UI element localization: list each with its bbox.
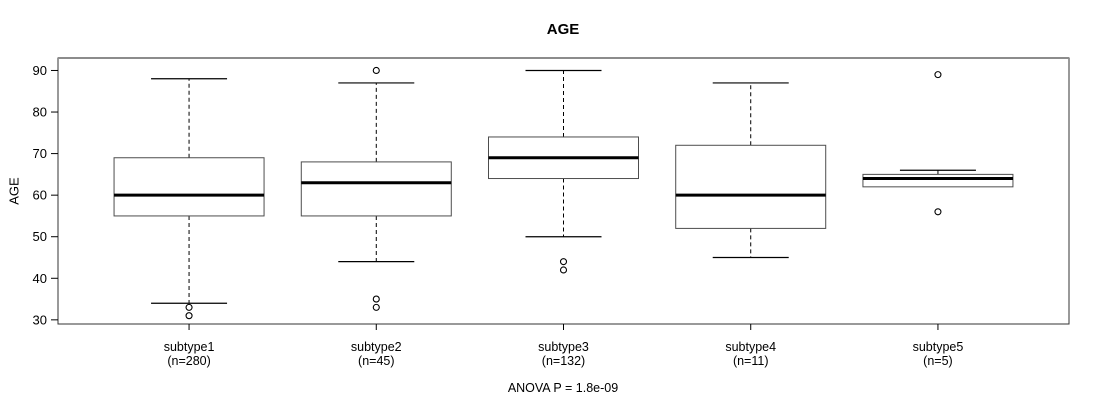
group-label: subtype5	[913, 340, 964, 354]
group-label: subtype1	[164, 340, 215, 354]
group-count-label: (n=11)	[733, 354, 769, 368]
iqr-box	[862, 173, 1014, 188]
outlier-point	[934, 71, 942, 79]
outlier-point	[185, 312, 193, 320]
group-label: subtype2	[351, 340, 402, 354]
anova-annotation: ANOVA P = 1.8e-09	[507, 381, 619, 395]
outlier-point	[934, 208, 942, 216]
y-tick-label: 40	[33, 271, 47, 286]
group-count-label: (n=132)	[542, 354, 585, 368]
outlier-point	[185, 303, 193, 311]
y-tick-label: 50	[33, 229, 47, 244]
outlier-point	[372, 66, 380, 75]
boxplot-subtype1: subtype1(n=280)	[113, 78, 265, 368]
group-label: subtype3	[538, 340, 589, 354]
boxplot-subtype3: subtype3(n=132)	[488, 69, 639, 368]
y-tick-label: 90	[33, 63, 47, 78]
outlier-point	[372, 303, 380, 311]
outlier-point	[559, 266, 568, 274]
boxplot-subtype4: subtype4(n=11)	[675, 82, 827, 368]
group-count-label: (n=280)	[167, 354, 210, 368]
iqr-box	[675, 144, 827, 229]
y-tick-label: 60	[33, 188, 47, 203]
iqr-box	[300, 161, 452, 217]
y-tick-label: 70	[33, 146, 47, 161]
y-tick-label: 30	[33, 312, 47, 327]
group-count-label: (n=5)	[923, 354, 953, 368]
group-count-label: (n=45)	[358, 354, 394, 368]
outlier-point	[372, 295, 380, 303]
iqr-box	[113, 157, 265, 217]
group-label: subtype4	[725, 340, 776, 354]
y-tick-label: 80	[33, 105, 47, 120]
chart-title: AGE	[546, 21, 580, 38]
boxplot-subtype5: subtype5(n=5)	[862, 71, 1014, 368]
outlier-point	[559, 258, 568, 266]
boxplot-subtype2: subtype2(n=45)	[300, 66, 452, 368]
